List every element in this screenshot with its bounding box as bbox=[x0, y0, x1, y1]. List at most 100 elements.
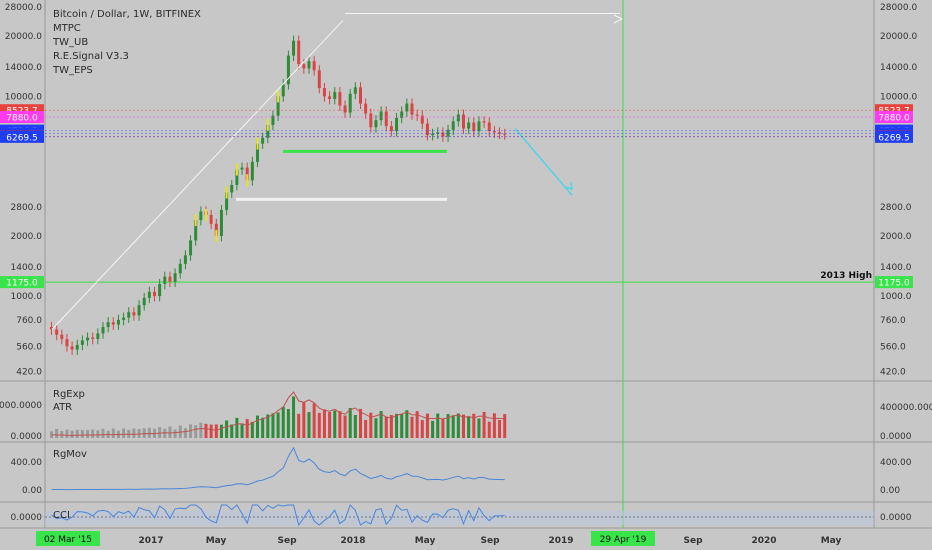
candle bbox=[245, 167, 249, 181]
volume-bar bbox=[65, 429, 69, 438]
volume-bar bbox=[111, 428, 115, 438]
x-tick-label: Sep bbox=[683, 536, 703, 546]
candle bbox=[55, 329, 59, 335]
x-tick-label: 2019 bbox=[548, 536, 573, 546]
trend-line bbox=[51, 20, 344, 330]
volume-bar bbox=[384, 416, 388, 438]
candle bbox=[230, 184, 234, 193]
y-tick-label-right: 10000.0 bbox=[880, 92, 917, 102]
candle bbox=[96, 333, 100, 339]
indicator-label[interactable]: TW_EPS bbox=[53, 65, 93, 76]
volume-bar bbox=[472, 413, 476, 438]
candle bbox=[250, 161, 254, 181]
volume-bar bbox=[219, 424, 223, 438]
volume-bar bbox=[230, 424, 234, 438]
y-tick-label-left: 10000.0 bbox=[5, 92, 42, 102]
y-tick-label-left: 560.0 bbox=[16, 342, 42, 352]
indicator-label[interactable]: R.E.Signal V3.3 bbox=[53, 51, 129, 62]
candle bbox=[240, 167, 244, 170]
volume-bar bbox=[503, 414, 507, 438]
candle bbox=[70, 346, 74, 350]
y-tick-label-left: 14000.0 bbox=[5, 63, 42, 73]
candle bbox=[65, 338, 69, 347]
volume-bar bbox=[492, 413, 496, 438]
volume-bar bbox=[80, 429, 84, 438]
pane-label-rgexp[interactable]: RgExp bbox=[53, 389, 85, 400]
price-badge-label: 6269.5 bbox=[6, 133, 38, 143]
candle bbox=[132, 312, 136, 316]
volume-bar bbox=[369, 412, 373, 438]
candle bbox=[137, 305, 141, 316]
candle bbox=[225, 192, 229, 210]
volume-bar bbox=[328, 412, 332, 438]
volume-bar bbox=[312, 403, 316, 438]
y-tick-label-left: 2000.0 bbox=[11, 232, 43, 242]
price-badge-right bbox=[875, 276, 913, 289]
volume-tick-left: 2000.0000 bbox=[0, 401, 42, 411]
volume-tick-right: 400000.0000 bbox=[880, 403, 932, 413]
target-arrowhead bbox=[613, 14, 624, 24]
volume-bar bbox=[122, 428, 126, 438]
y-tick-label-right: 560.0 bbox=[880, 342, 906, 352]
pane-label-cci[interactable]: CCI bbox=[53, 510, 70, 521]
candle bbox=[395, 117, 399, 132]
volume-bar bbox=[405, 410, 409, 438]
pane-label-rgmov[interactable]: RgMov bbox=[53, 449, 87, 460]
volume-tick-right: 0.0000 bbox=[880, 432, 912, 442]
volume-bar bbox=[322, 409, 326, 438]
candle bbox=[384, 111, 388, 127]
annotation-2013-high: 2013 High bbox=[820, 271, 872, 281]
volume-bar bbox=[359, 408, 362, 438]
y-tick-label-right: 420.0 bbox=[880, 367, 906, 377]
y-tick-label-right: 760.0 bbox=[880, 316, 906, 326]
candle bbox=[86, 337, 90, 341]
candle bbox=[338, 92, 342, 106]
candle bbox=[405, 103, 409, 112]
x-tick-label: 2020 bbox=[751, 536, 776, 546]
candle bbox=[415, 114, 419, 116]
volume-bar bbox=[256, 415, 259, 438]
symbol-title[interactable]: Bitcoin / Dollar, 1W, BITFINEX bbox=[53, 9, 201, 20]
candle bbox=[462, 114, 465, 129]
price-badge-right bbox=[875, 130, 913, 143]
candle bbox=[286, 55, 290, 85]
volume-bar bbox=[286, 409, 290, 438]
candle bbox=[441, 132, 445, 137]
candle bbox=[431, 133, 435, 136]
candle bbox=[235, 169, 239, 185]
volume-bar bbox=[158, 426, 162, 438]
volume-bar bbox=[91, 429, 95, 438]
rgmov-tick-right: 400.00 bbox=[880, 458, 912, 468]
volume-bar bbox=[209, 424, 213, 438]
volume-bar bbox=[281, 406, 285, 438]
volume-bar bbox=[415, 411, 419, 438]
volume-bar bbox=[235, 417, 239, 438]
candle bbox=[343, 105, 347, 113]
x-tick-label: 29 Apr '19 bbox=[600, 535, 647, 545]
candle bbox=[271, 115, 275, 125]
indicator-label[interactable]: MTPC bbox=[53, 23, 81, 34]
y-tick-label-right: 20000.0 bbox=[880, 32, 917, 42]
rgmov-line bbox=[51, 446, 505, 491]
pane-label-atr[interactable]: ATR bbox=[53, 402, 73, 413]
rgmov-tick-left: 400.00 bbox=[11, 458, 43, 468]
x-tick-label: 2018 bbox=[340, 536, 365, 546]
y-tick-label-right: 14000.0 bbox=[880, 63, 917, 73]
candle bbox=[50, 326, 53, 330]
volume-bar bbox=[70, 430, 74, 438]
date-marker-box bbox=[591, 531, 655, 546]
volume-bar bbox=[96, 430, 100, 438]
volume-bar bbox=[276, 412, 280, 438]
candle bbox=[194, 220, 198, 241]
indicator-label[interactable]: TW_UB bbox=[53, 37, 89, 48]
candle bbox=[189, 240, 193, 256]
y-tick-label-right: 28000.0 bbox=[880, 3, 917, 13]
candle bbox=[219, 209, 223, 236]
volume-bar bbox=[147, 427, 151, 438]
candle bbox=[122, 317, 126, 320]
volume-bar bbox=[462, 414, 465, 438]
candle bbox=[374, 120, 378, 128]
candle bbox=[281, 84, 285, 97]
